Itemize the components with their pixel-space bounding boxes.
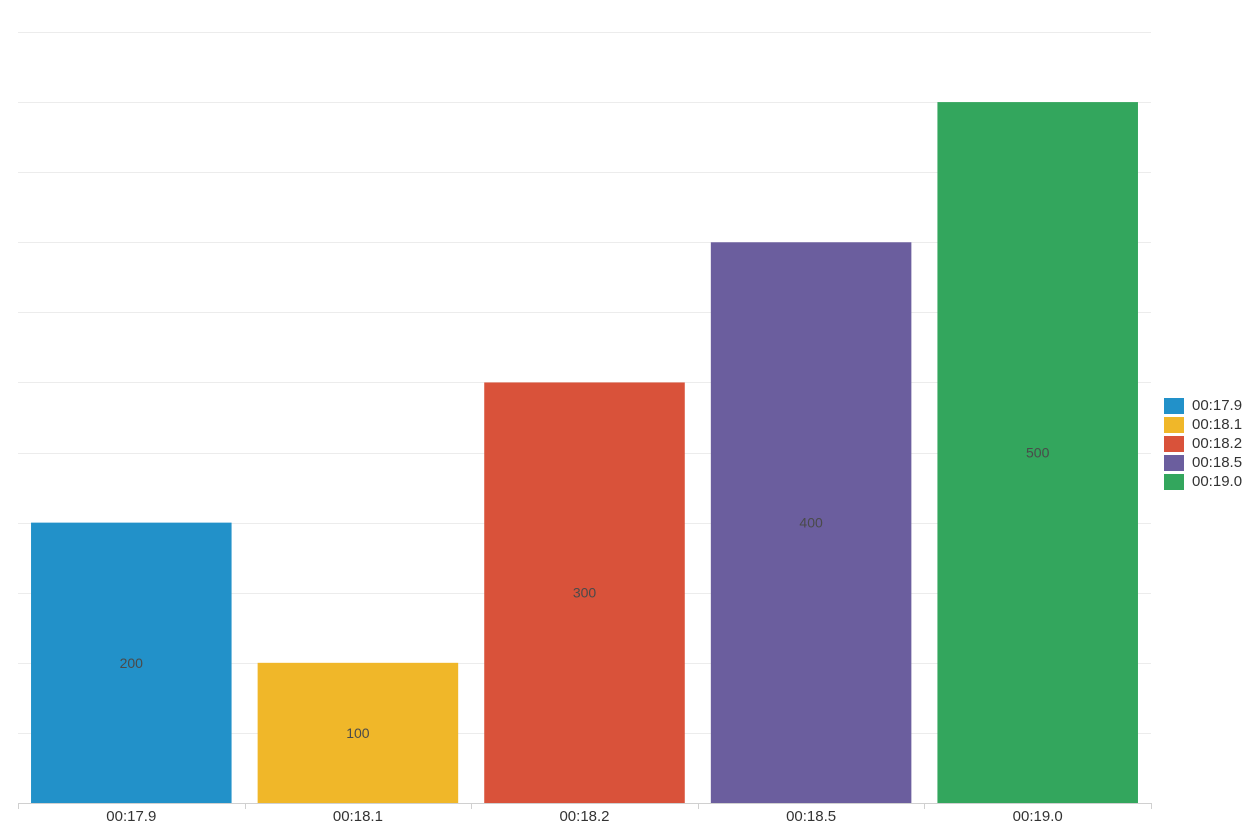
legend: 00:17.9 00:18.1 00:18.2 00:18.5 00:19.0	[1164, 396, 1242, 491]
data-label: 100	[346, 725, 370, 741]
data-label: 400	[799, 515, 823, 531]
legend-label: 00:18.1	[1192, 415, 1243, 433]
legend-item[interactable]: 00:17.9	[1164, 396, 1242, 415]
bar[interactable]	[31, 522, 232, 803]
data-label: 200	[120, 655, 144, 671]
bar[interactable]	[710, 242, 912, 804]
legend-item[interactable]: 00:18.5	[1164, 453, 1242, 472]
data-labels: 200 100 300 400 500	[120, 445, 1050, 741]
legend-item[interactable]: 00:18.2	[1164, 434, 1242, 453]
legend-label: 00:17.9	[1192, 396, 1243, 414]
legend-label: 00:19.0	[1192, 472, 1243, 490]
legend-label: 00:18.2	[1192, 434, 1243, 452]
bars	[31, 102, 1138, 804]
x-tick-label: 00:18.2	[559, 808, 609, 825]
bar[interactable]	[257, 662, 459, 803]
data-label: 500	[1026, 445, 1050, 461]
legend-item[interactable]: 00:18.1	[1164, 415, 1242, 434]
bar[interactable]	[484, 382, 685, 803]
legend-swatch	[1164, 416, 1184, 433]
legend-item[interactable]: 00:19.0	[1164, 472, 1242, 491]
x-tick-label: 00:17.9	[106, 808, 156, 825]
legend-swatch	[1164, 435, 1184, 452]
legend-swatch	[1164, 454, 1184, 471]
x-tick-label: 00:19.0	[1013, 808, 1063, 825]
legend-swatch	[1164, 473, 1184, 490]
legend-label: 00:18.5	[1192, 453, 1243, 471]
x-axis: 00:17.9 00:18.1 00:18.2 00:18.5 00:19.0	[18, 803, 1152, 825]
x-tick-label: 00:18.1	[333, 808, 383, 825]
legend-swatch	[1164, 397, 1184, 414]
data-label: 300	[573, 585, 597, 601]
x-tick-label: 00:18.5	[786, 808, 836, 825]
bar[interactable]	[937, 102, 1138, 803]
